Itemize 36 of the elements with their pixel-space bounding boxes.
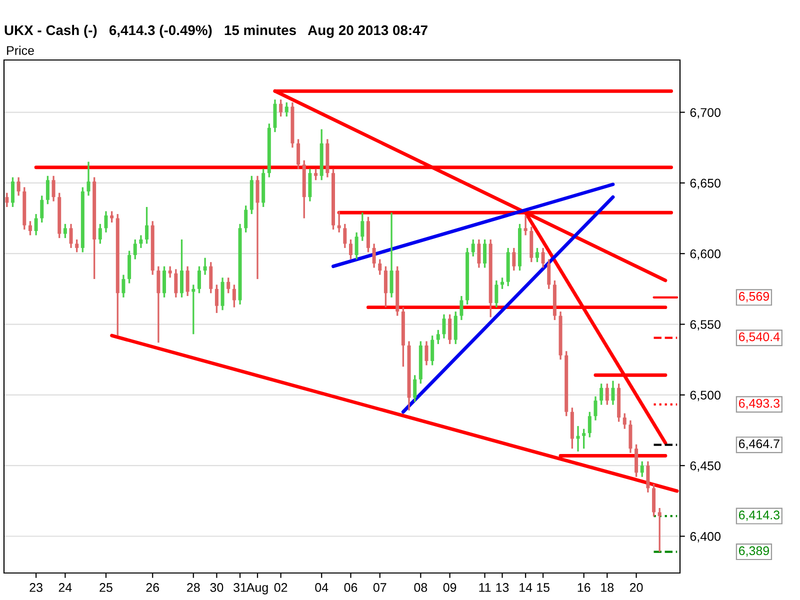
text: 6,414.3 [738,510,780,521]
x-tick-label: 18 [601,583,614,592]
x-tick-label: 25 [100,583,112,592]
x-tick-label: 24 [58,583,72,592]
x-tick-label: 30 [210,583,224,592]
x-tick-label: 02 [274,583,288,592]
y-axis-title: Price [7,46,34,55]
x-tick-label: 04 [315,583,328,592]
y-tick-label: 6,600 [690,249,721,260]
text: 6,569 [738,292,770,302]
x-tick-label: 14 [520,583,532,592]
y-tick-label: 6,700 [690,108,721,118]
x-tick-label: 13 [496,583,509,592]
x-tick-label: 16 [578,583,590,592]
x-tick-label: 08 [414,583,428,592]
x-tick-label: 09 [443,583,456,592]
x-tick-label: 11 [479,583,491,592]
y-tick-label: 6,650 [690,178,721,190]
x-tick-label: Aug [246,583,268,594]
x-tick-label: 31 [234,583,246,592]
y-tick-label: 6,400 [690,532,721,542]
text: 6,464.7 [738,439,780,450]
y-tick-label: 6,500 [690,390,721,402]
x-tick-label: 06 [344,583,358,592]
text: 6,493.3 [738,398,780,410]
chart-title: UKX - Cash (-) 6,414.3 (-0.49%) 15 minutes Aug 20 2013 08:47 [4,24,428,38]
y-tick-label: 6,450 [690,461,721,472]
x-tick-label: 26 [146,583,160,592]
y-tick-label: 6,550 [690,320,721,330]
text: 6,540.4 [738,332,780,343]
x-tick-label: 28 [187,583,200,592]
x-tick-label: 07 [373,583,386,592]
x-tick-label: 23 [30,583,42,592]
x-tick-label: 20 [630,583,643,592]
x-tick-label: 15 [537,583,550,592]
text: 6,389 [738,546,770,557]
